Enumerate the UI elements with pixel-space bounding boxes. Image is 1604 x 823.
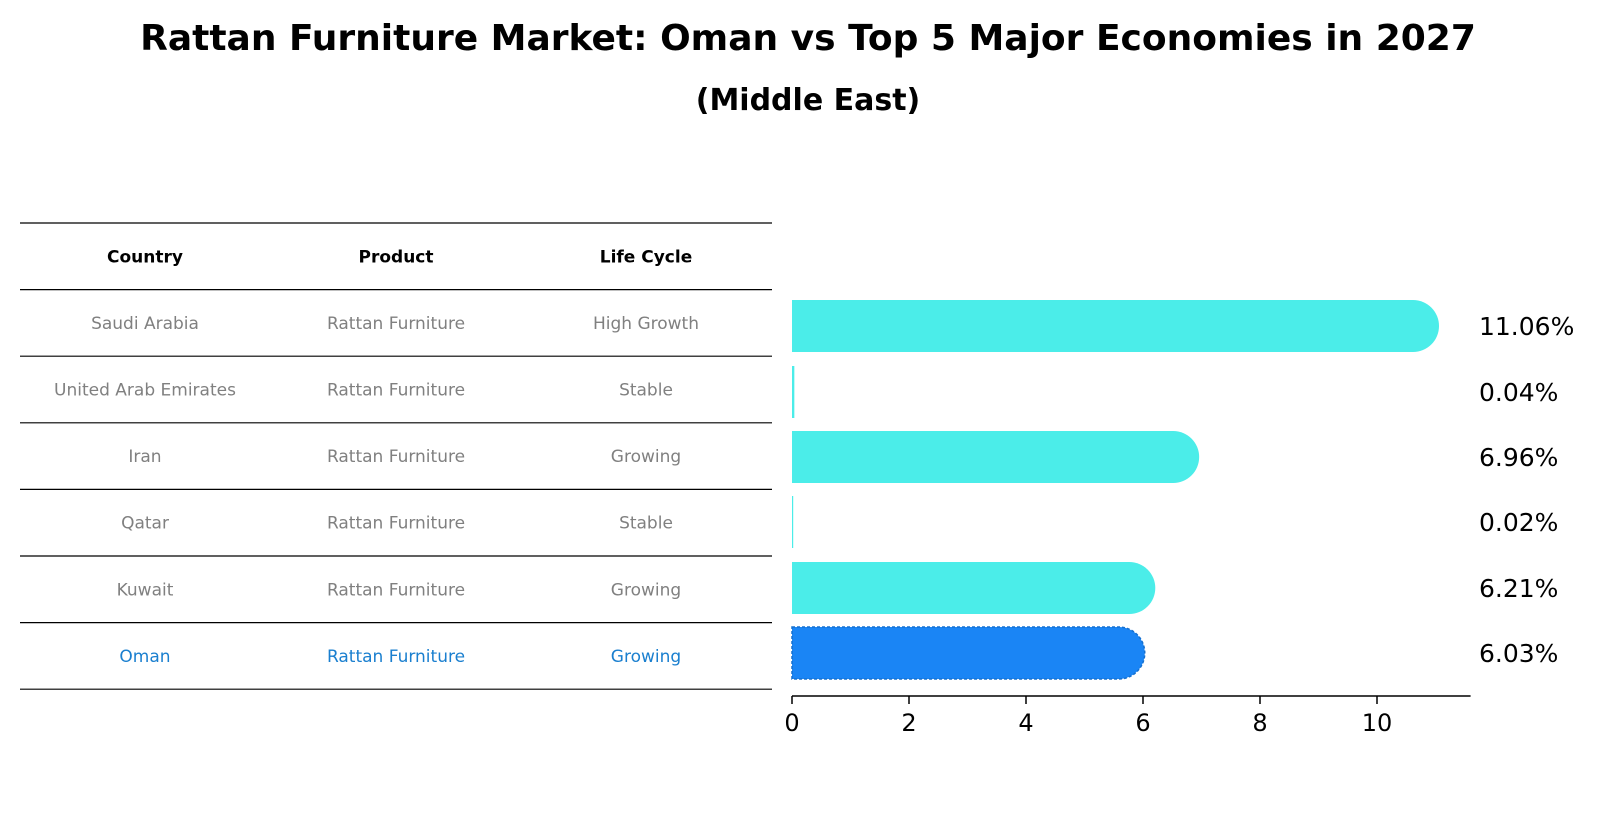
bar-saudi-arabia [792, 300, 1440, 352]
bar-value-label: 0.04% [1479, 378, 1558, 407]
table-header-cell: Product [359, 247, 434, 267]
table-cell: Iran [128, 447, 161, 467]
table-cell: Rattan Furniture [327, 647, 465, 667]
x-tick-label: 4 [1018, 709, 1033, 737]
bar-value-label: 6.96% [1479, 443, 1558, 472]
bar-united-arab-emirates [792, 366, 795, 418]
table-cell: Stable [619, 381, 673, 401]
bar-value-label: 6.03% [1479, 639, 1558, 668]
table-header-cell: Life Cycle [600, 247, 693, 267]
x-axis: 0 2 4 6 8 10 [784, 695, 1471, 737]
table-cell: Rattan Furniture [327, 381, 465, 401]
table-cell: Rattan Furniture [327, 514, 465, 534]
bar-oman [791, 626, 1146, 680]
x-tick-label: 8 [1252, 709, 1267, 737]
table-cell: High Growth [593, 314, 699, 334]
table-cell: Rattan Furniture [327, 447, 465, 467]
bar-value-label: 6.21% [1479, 574, 1558, 603]
table-cell: Qatar [121, 514, 169, 534]
table-cell: Growing [611, 647, 681, 667]
bar-value-label: 0.02% [1479, 508, 1558, 537]
bar-iran [792, 431, 1200, 483]
chart-title: Rattan Furniture Market: Oman vs Top 5 M… [140, 18, 1476, 59]
table-cell: Stable [619, 514, 673, 534]
table-cell: Growing [611, 580, 681, 600]
x-tick-label: 6 [1135, 709, 1150, 737]
table-cell: Rattan Furniture [327, 314, 465, 334]
table-cell: Growing [611, 447, 681, 467]
x-tick-label: 10 [1362, 709, 1393, 737]
table-cell: Rattan Furniture [327, 580, 465, 600]
table-header-cell: Country [107, 247, 183, 267]
data-table: Country Product Life Cycle Saudi Arabia Ratt… [20, 222, 772, 690]
table-cell: United Arab Emirates [54, 381, 236, 401]
bar-kuwait [792, 562, 1156, 614]
bar-value-label: 11.06% [1479, 312, 1574, 341]
chart-subtitle: (Middle East) [696, 83, 921, 118]
x-tick-label: 0 [784, 709, 799, 737]
table-cell: Kuwait [117, 580, 174, 600]
table-cell: Saudi Arabia [91, 314, 199, 334]
bar-qatar [792, 496, 794, 548]
x-tick-label: 2 [901, 709, 916, 737]
bar-plot: 11.06% 0.04% 6.96% 0.02% 6.21% 6.03% [791, 300, 1574, 680]
table-cell: Oman [119, 647, 170, 667]
